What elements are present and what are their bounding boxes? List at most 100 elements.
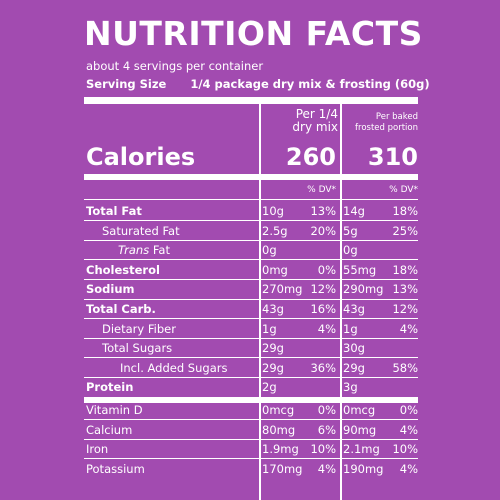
calories-dry-mix: 260 bbox=[285, 143, 336, 171]
nutrient-label: Dietary Fiber bbox=[102, 321, 176, 336]
amount-baked: 290mg bbox=[343, 282, 384, 297]
column-header-dry-mix-line1: Per 1/4 bbox=[295, 107, 338, 121]
nutrient-row: Incl. Added Sugars 29g 36% 29g 58% bbox=[84, 359, 418, 378]
nutrient-label: Total Sugars bbox=[102, 341, 173, 356]
amount-dry-mix: 29g bbox=[262, 341, 284, 356]
row-divider bbox=[84, 357, 418, 358]
dv-dry-mix: 0% bbox=[317, 403, 336, 417]
row-divider bbox=[84, 240, 418, 241]
amount-baked: 43g bbox=[343, 302, 365, 316]
column-header-dry-mix: Per 1/4 dry mix bbox=[262, 108, 338, 134]
nutrient-label: Total Carb. bbox=[86, 302, 156, 316]
column-divider-2 bbox=[340, 104, 342, 500]
column-divider-1 bbox=[259, 104, 261, 500]
row-divider bbox=[84, 259, 418, 260]
column-header-baked-line1: Per baked bbox=[375, 112, 418, 122]
amount-baked: 5g bbox=[343, 223, 358, 238]
amount-dry-mix: 2g bbox=[262, 380, 277, 395]
amount-baked: 190mg bbox=[343, 461, 384, 476]
amount-dry-mix: 0mg bbox=[262, 262, 288, 277]
nutrient-row: Calcium 80mg 6% 90mg 4% bbox=[84, 421, 418, 440]
column-header-dry-mix-line2: dry mix bbox=[292, 120, 338, 134]
serving-size-value: 1/4 package dry mix & frosting (60g) bbox=[190, 77, 430, 91]
amount-dry-mix: 1.9mg bbox=[262, 442, 299, 457]
row-divider bbox=[84, 419, 418, 420]
amount-baked: 3g bbox=[343, 380, 358, 395]
amount-dry-mix: 80mg bbox=[262, 422, 296, 437]
dv-dry-mix: 0% bbox=[317, 262, 336, 277]
amount-baked: 55mg bbox=[343, 262, 377, 277]
dv-dry-mix: 36% bbox=[310, 360, 336, 375]
nutrient-row: Saturated Fat 2.5g 20% 5g 25% bbox=[84, 222, 418, 241]
row-divider bbox=[84, 299, 418, 300]
nutrient-label-italic: Trans bbox=[118, 243, 150, 258]
dv-baked: 4% bbox=[399, 461, 418, 476]
nutrient-label: Potassium bbox=[86, 461, 145, 476]
row-divider bbox=[84, 439, 418, 440]
dv-dry-mix: 6% bbox=[317, 422, 336, 437]
nutrient-row: Sodium 270mg 12% 290mg 13% bbox=[84, 280, 418, 299]
nutrient-row: Dietary Fiber 1g 4% 1g 4% bbox=[84, 320, 418, 339]
nutrient-label: Iron bbox=[86, 442, 109, 457]
dv-baked: 25% bbox=[392, 223, 418, 238]
amount-dry-mix: 1g bbox=[262, 321, 277, 336]
dv-baked: 10% bbox=[392, 442, 418, 457]
row-divider bbox=[84, 220, 418, 221]
calories-label: Calories bbox=[86, 143, 196, 171]
amount-baked: 29g bbox=[343, 360, 365, 375]
nutrient-label: Protein bbox=[86, 380, 134, 395]
row-divider bbox=[84, 458, 418, 459]
nutrient-label: Cholesterol bbox=[86, 262, 160, 277]
nutrient-label: Incl. Added Sugars bbox=[120, 360, 228, 375]
nutrient-label: Sodium bbox=[86, 282, 135, 297]
dv-baked: 18% bbox=[392, 204, 418, 218]
nutrient-label: Trans Fat bbox=[118, 241, 170, 260]
column-header-baked-line2: frosted portion bbox=[355, 123, 418, 133]
nutrient-row: Total Fat 10g 13% 14g 18% bbox=[84, 202, 418, 221]
amount-dry-mix: 10g bbox=[262, 204, 284, 218]
nutrition-facts-title: NUTRITION FACTS bbox=[84, 14, 423, 53]
nutrient-row: Trans Fat 0g 0g bbox=[84, 241, 418, 260]
serving-size-label: Serving Size bbox=[86, 77, 167, 91]
serving-size: Serving Size 1/4 package dry mix & frosti… bbox=[86, 76, 430, 92]
amount-baked: 90mg bbox=[343, 422, 377, 437]
row-divider bbox=[84, 318, 418, 319]
nutrient-row: Iron 1.9mg 10% 2.1mg 10% bbox=[84, 440, 418, 459]
amount-dry-mix: 43g bbox=[262, 302, 284, 316]
amount-dry-mix: 0mcg bbox=[262, 403, 295, 417]
nutrient-label: Total Fat bbox=[86, 204, 142, 218]
dv-baked: 12% bbox=[392, 302, 418, 316]
dv-baked: 0% bbox=[399, 403, 418, 417]
amount-baked: 0g bbox=[343, 243, 358, 258]
dv-dry-mix: 10% bbox=[310, 442, 336, 457]
amount-dry-mix: 270mg bbox=[262, 282, 303, 297]
dv-dry-mix: 16% bbox=[310, 302, 336, 316]
thick-divider-top bbox=[84, 97, 418, 104]
amount-dry-mix: 2.5g bbox=[262, 223, 288, 238]
dv-dry-mix: 4% bbox=[317, 321, 336, 336]
amount-baked: 14g bbox=[343, 204, 365, 218]
calories-baked: 310 bbox=[367, 143, 418, 171]
row-divider bbox=[84, 377, 418, 378]
dv-header-baked: % DV* bbox=[389, 185, 418, 195]
amount-dry-mix: 29g bbox=[262, 360, 284, 375]
thick-divider-calories bbox=[84, 174, 418, 180]
thick-divider-vitamins bbox=[84, 397, 418, 403]
dv-dry-mix: 4% bbox=[317, 461, 336, 476]
nutrient-label: Vitamin D bbox=[86, 403, 143, 417]
row-divider bbox=[84, 199, 418, 200]
row-divider bbox=[84, 338, 418, 339]
servings-per-container: about 4 servings per container bbox=[86, 59, 264, 73]
amount-dry-mix: 0g bbox=[262, 243, 277, 258]
dv-baked: 4% bbox=[399, 422, 418, 437]
dv-dry-mix: 20% bbox=[310, 223, 336, 238]
nutrient-row: Total Carb. 43g 16% 43g 12% bbox=[84, 300, 418, 319]
dv-dry-mix: 12% bbox=[310, 282, 336, 297]
nutrient-row: Vitamin D 0mcg 0% 0mcg 0% bbox=[84, 401, 418, 420]
nutrient-label-rest: Fat bbox=[149, 243, 170, 258]
column-header-baked: Per baked frosted portion bbox=[342, 112, 418, 134]
dv-baked: 18% bbox=[392, 262, 418, 277]
nutrient-row: Total Sugars 29g 30g bbox=[84, 339, 418, 358]
amount-baked: 1g bbox=[343, 321, 358, 336]
amount-baked: 30g bbox=[343, 341, 365, 356]
